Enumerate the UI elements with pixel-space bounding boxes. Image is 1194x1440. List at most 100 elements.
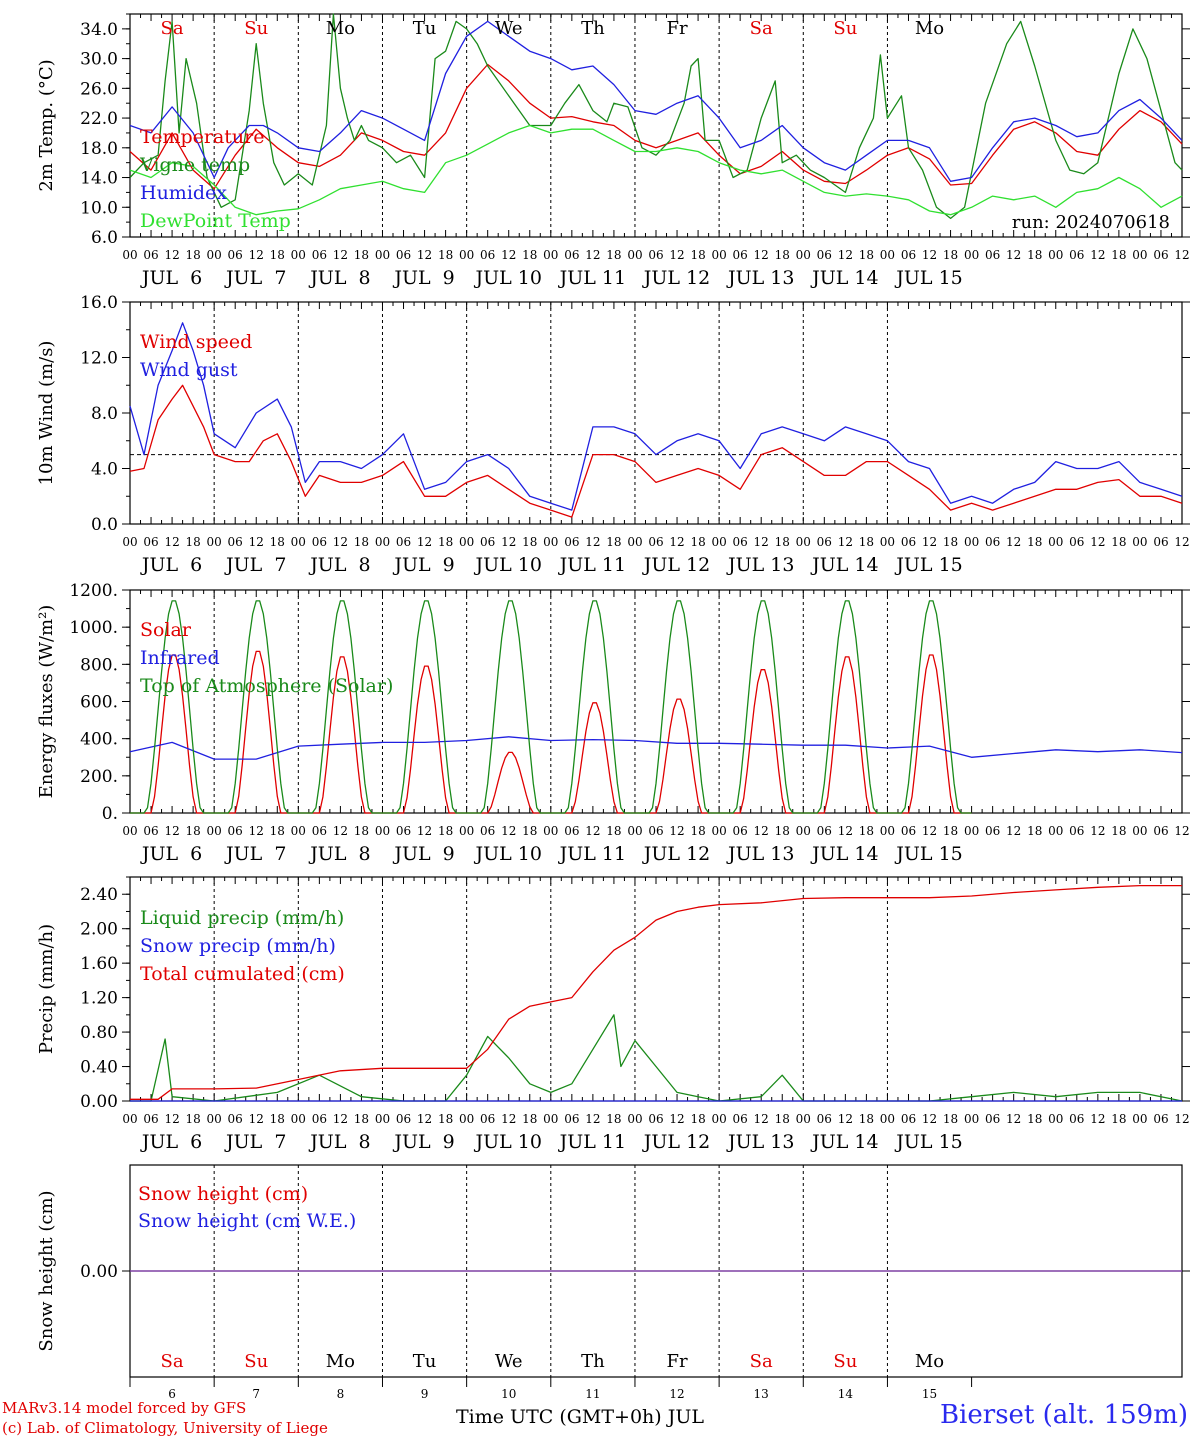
hour-tick-label: 12 <box>1090 535 1105 549</box>
hour-tick-label: 06 <box>1069 1112 1084 1126</box>
hour-tick-label: 18 <box>522 248 537 262</box>
hour-tick-label: 00 <box>796 248 811 262</box>
series-line-liquid-precip-mm-h- <box>130 1014 1183 1102</box>
hour-tick-label: 00 <box>1048 1112 1063 1126</box>
hour-tick-label: 18 <box>690 248 705 262</box>
hour-tick-label: 18 <box>522 824 537 838</box>
hour-tick-label: 18 <box>1027 248 1042 262</box>
day-label: JUL 9 <box>392 267 454 289</box>
series-line-wind-speed <box>129 384 1183 518</box>
hour-tick-label: 18 <box>185 248 200 262</box>
plot-frame-2 <box>129 301 1183 525</box>
hour-tick-label: 18 <box>354 1112 369 1126</box>
legend-entry: Solar <box>140 619 192 641</box>
day-number-label: 15 <box>922 1387 937 1401</box>
hour-tick-label: 18 <box>354 824 369 838</box>
legend-entry: Top of Atmosphere (Solar) <box>140 675 393 697</box>
hour-tick-label: 06 <box>312 1112 327 1126</box>
model-credit: MARv3.14 model forced by GFS <box>2 1399 247 1417</box>
hour-tick-label: 12 <box>754 824 769 838</box>
hour-tick-label: 12 <box>669 535 684 549</box>
day-label: JUL 8 <box>308 267 370 289</box>
hour-tick-label: 18 <box>859 1112 874 1126</box>
hour-tick-label: 00 <box>880 824 895 838</box>
hour-tick-label: 12 <box>838 535 853 549</box>
hour-tick-label: 06 <box>1153 1112 1168 1126</box>
hour-tick-label: 18 <box>775 248 790 262</box>
hour-tick-label: 12 <box>585 824 600 838</box>
y-tick-label: 400. <box>80 730 118 750</box>
hour-tick-label: 18 <box>859 824 874 838</box>
weekday-label: Sa <box>750 1351 773 1372</box>
hour-tick-label: 18 <box>1027 535 1042 549</box>
hour-tick-label: 00 <box>1048 248 1063 262</box>
legend-entry: Liquid precip (mm/h) <box>140 907 344 929</box>
hour-tick-label: 18 <box>1111 535 1126 549</box>
hour-tick-label: 06 <box>228 824 243 838</box>
y-tick-label: 0. <box>102 804 118 824</box>
hour-tick-label: 00 <box>964 824 979 838</box>
hour-tick-label: 00 <box>711 1112 726 1126</box>
legend-entry: Snow precip (mm/h) <box>140 935 336 957</box>
hour-tick-label: 18 <box>1111 248 1126 262</box>
hour-tick-label: 06 <box>1069 248 1084 262</box>
day-number-label: 13 <box>754 1387 769 1401</box>
hour-tick-label: 12 <box>417 824 432 838</box>
weekday-label: Th <box>581 1351 605 1372</box>
hour-tick-label: 00 <box>291 1112 306 1126</box>
day-label: JUL 6 <box>140 1131 202 1153</box>
hour-tick-label: 00 <box>880 1112 895 1126</box>
day-label: JUL 8 <box>308 1131 370 1153</box>
hour-tick-label: 06 <box>985 248 1000 262</box>
hour-tick-label: 12 <box>1174 535 1189 549</box>
legend-entry: Wind gust <box>140 359 238 381</box>
hour-tick-label: 06 <box>901 535 916 549</box>
hour-tick-label: 06 <box>228 535 243 549</box>
hour-tick-label: 00 <box>711 248 726 262</box>
hour-tick-label: 00 <box>207 535 222 549</box>
hour-tick-label: 12 <box>1174 1112 1189 1126</box>
hour-tick-label: 06 <box>228 248 243 262</box>
legend-entry: Total cumulated (cm) <box>140 963 345 985</box>
weekday-label: Su <box>244 18 268 39</box>
x-axis-label: Time UTC (GMT+0h) JUL <box>456 1406 704 1428</box>
hour-tick-label: 18 <box>943 1112 958 1126</box>
y-tick-label: 0.0 <box>91 515 118 535</box>
hour-tick-label: 12 <box>838 824 853 838</box>
run-annotation: run: 2024070618 <box>1012 212 1170 233</box>
hour-tick-label: 18 <box>859 535 874 549</box>
weekday-label: Fr <box>666 18 687 39</box>
hour-tick-label: 00 <box>459 248 474 262</box>
y-tick-label: 0.40 <box>80 1058 118 1078</box>
day-label: JUL 6 <box>140 267 202 289</box>
y-tick-label: 800. <box>80 655 118 675</box>
hour-tick-label: 18 <box>859 248 874 262</box>
hour-tick-label: 12 <box>164 824 179 838</box>
day-label: JUL 10 <box>473 843 541 865</box>
weekday-label: Mo <box>326 1351 355 1372</box>
hour-tick-label: 00 <box>1132 1112 1147 1126</box>
hour-tick-label: 06 <box>480 1112 495 1126</box>
weekday-label: Fr <box>666 1351 687 1372</box>
y-tick-label: 14.0 <box>80 169 118 189</box>
hour-tick-label: 12 <box>417 1112 432 1126</box>
hour-tick-label: 06 <box>985 535 1000 549</box>
y-tick-label: 2.40 <box>80 885 118 905</box>
hour-tick-label: 06 <box>564 535 579 549</box>
hour-tick-label: 06 <box>228 1112 243 1126</box>
hour-tick-label: 12 <box>922 1112 937 1126</box>
hour-tick-label: 00 <box>796 1112 811 1126</box>
hour-tick-label: 06 <box>817 535 832 549</box>
day-label: JUL 9 <box>392 843 454 865</box>
hour-tick-label: 00 <box>375 535 390 549</box>
legend-entry: Wind speed <box>140 331 252 353</box>
hour-tick-label: 00 <box>627 248 642 262</box>
hour-tick-label: 00 <box>964 535 979 549</box>
hour-tick-label: 00 <box>880 248 895 262</box>
hour-tick-label: 06 <box>1069 535 1084 549</box>
hour-tick-label: 06 <box>648 535 663 549</box>
hour-tick-label: 12 <box>249 1112 264 1126</box>
y-tick-label: 30.0 <box>80 50 118 70</box>
hour-tick-label: 06 <box>901 248 916 262</box>
y-tick-label: 10.0 <box>80 198 118 218</box>
